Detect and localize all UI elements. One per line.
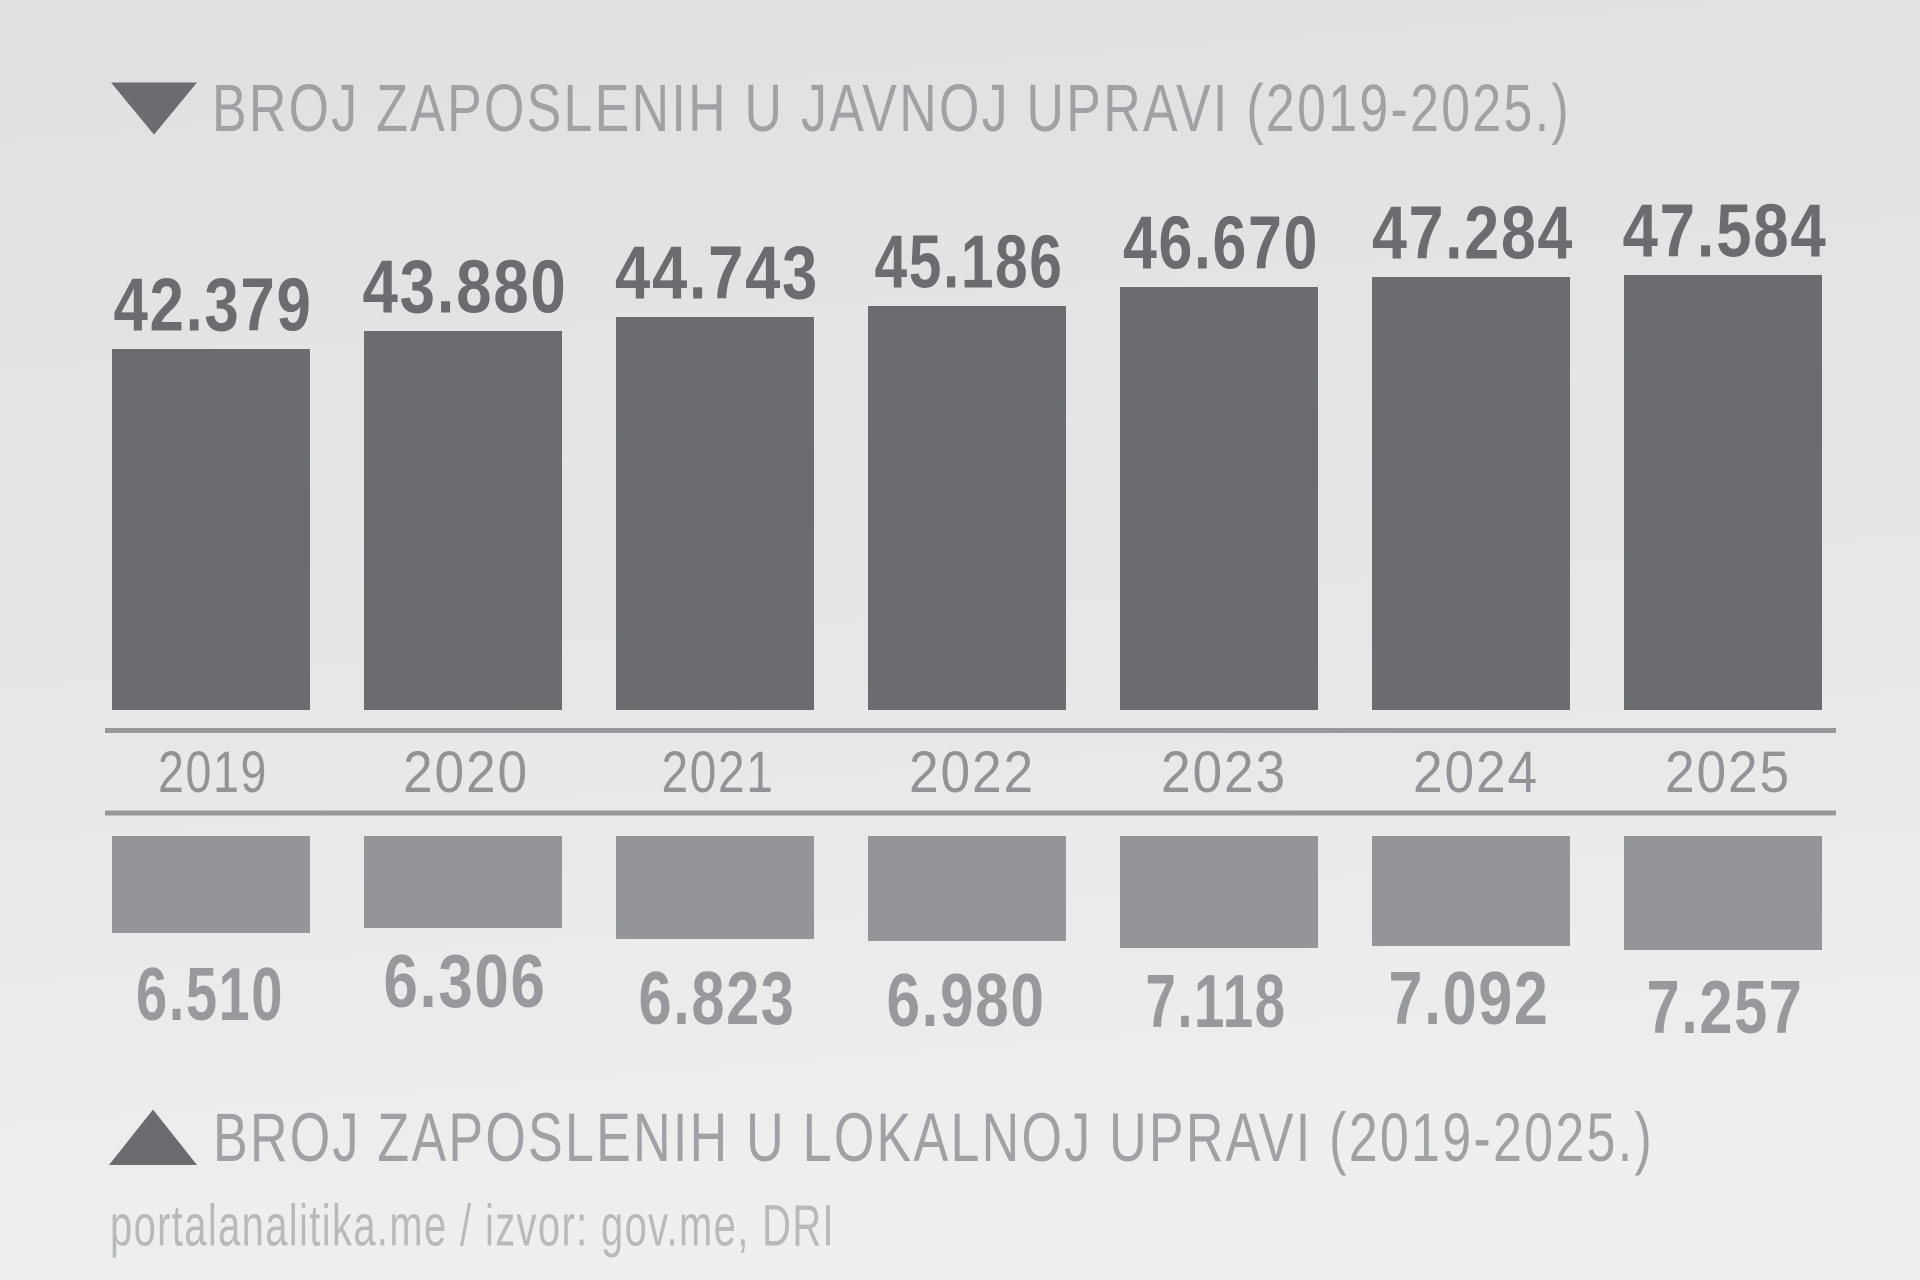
svg-text:44.743: 44.743 — [615, 231, 819, 315]
svg-text:7.092: 7.092 — [1389, 956, 1550, 1040]
svg-text:2019: 2019 — [158, 740, 268, 805]
svg-text:43.880: 43.880 — [363, 245, 568, 329]
svg-text:47.284: 47.284 — [1372, 191, 1574, 275]
svg-text:6.510: 6.510 — [136, 952, 284, 1036]
svg-text:42.379: 42.379 — [114, 263, 313, 347]
svg-text:portalanalitika.me / izvor: go: portalanalitika.me / izvor: gov.me, DRI — [110, 1194, 835, 1259]
svg-text:6.306: 6.306 — [384, 939, 547, 1023]
svg-text:2025: 2025 — [1665, 740, 1791, 805]
svg-text:2023: 2023 — [1161, 740, 1287, 805]
svg-text:6.823: 6.823 — [639, 956, 796, 1040]
svg-text:6.980: 6.980 — [887, 958, 1046, 1042]
svg-text:2020: 2020 — [403, 740, 529, 805]
svg-text:2022: 2022 — [909, 740, 1035, 805]
svg-text:45.186: 45.186 — [875, 220, 1064, 304]
svg-text:7.257: 7.257 — [1647, 965, 1804, 1049]
svg-text:2024: 2024 — [1413, 740, 1539, 805]
svg-text:46.670: 46.670 — [1123, 201, 1319, 285]
svg-text:47.584: 47.584 — [1623, 189, 1828, 273]
svg-text:BROJ ZAPOSLENIH U LOKALNOJ UPR: BROJ ZAPOSLENIH U LOKALNOJ UPRAVI (2019-… — [213, 1099, 1654, 1176]
svg-text:2021: 2021 — [662, 740, 775, 805]
svg-text:BROJ ZAPOSLENIH U JAVNOJ UPRAV: BROJ ZAPOSLENIH U JAVNOJ UPRAVI (2019-20… — [212, 71, 1571, 146]
svg-text:7.118: 7.118 — [1146, 959, 1287, 1043]
